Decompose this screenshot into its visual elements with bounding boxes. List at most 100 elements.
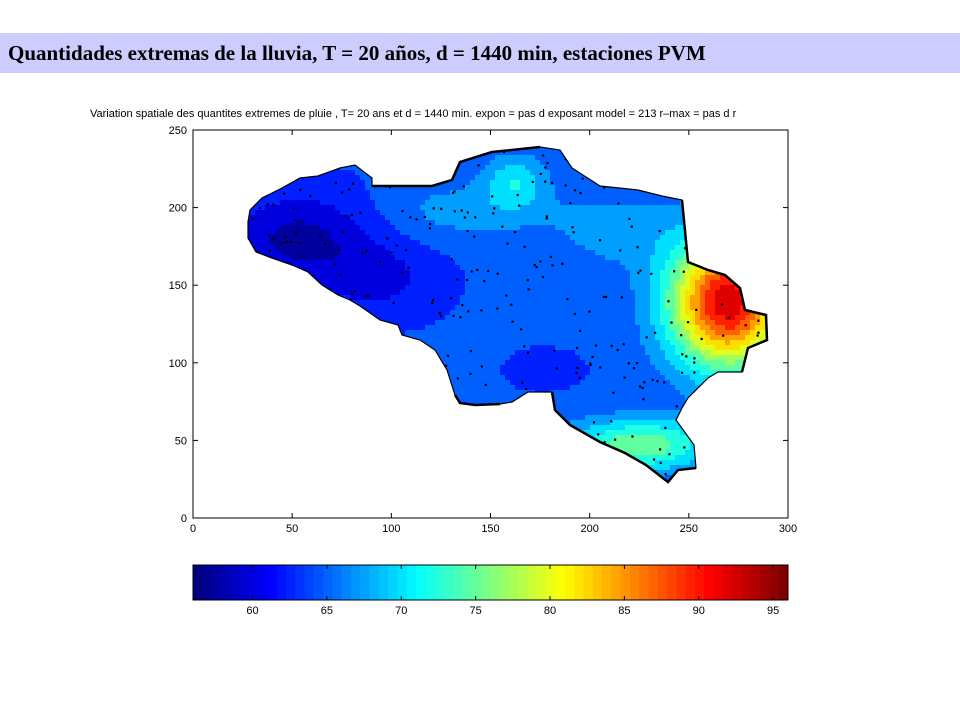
- contour-cell: [480, 305, 486, 311]
- contour-cell: [355, 190, 361, 196]
- contour-cell: [405, 285, 411, 291]
- contour-cell: [400, 265, 406, 271]
- contour-cell: [380, 240, 386, 246]
- contour-cell: [665, 235, 671, 241]
- contour-cell: [500, 185, 506, 191]
- contour-cell: [575, 275, 581, 281]
- contour-cell: [675, 340, 681, 346]
- contour-cell: [580, 305, 586, 311]
- contour-cell: [380, 295, 386, 301]
- contour-cell: [635, 265, 641, 271]
- contour-cell: [555, 345, 561, 351]
- contour-cell: [430, 255, 436, 261]
- contour-cell: [270, 250, 276, 256]
- contour-cell: [590, 325, 596, 331]
- contour-cell: [550, 270, 556, 276]
- contour-cell: [500, 300, 506, 306]
- contour-cell: [620, 285, 626, 291]
- contour-cell: [715, 360, 721, 366]
- contour-cell: [310, 270, 316, 276]
- contour-cell: [515, 160, 521, 166]
- contour-cell: [485, 350, 491, 356]
- contour-cell: [565, 160, 571, 166]
- contour-cell: [505, 210, 511, 216]
- contour-cell: [560, 230, 566, 236]
- contour-cell: [335, 180, 341, 186]
- contour-cell: [530, 355, 536, 361]
- contour-cell: [670, 345, 676, 351]
- contour-cell: [645, 195, 651, 201]
- contour-cell: [495, 240, 501, 246]
- contour-cell: [475, 265, 481, 271]
- contour-cell: [450, 310, 456, 316]
- contour-cell: [465, 190, 471, 196]
- contour-cell: [610, 220, 616, 226]
- contour-cell: [660, 220, 666, 226]
- contour-cell: [320, 205, 326, 211]
- contour-cell: [355, 245, 361, 251]
- contour-cell: [505, 170, 511, 176]
- contour-cell: [610, 205, 616, 211]
- contour-cell: [420, 240, 426, 246]
- contour-cell: [470, 300, 476, 306]
- contour-cell: [715, 290, 721, 296]
- contour-cell: [615, 295, 621, 301]
- contour-cell: [645, 335, 651, 341]
- contour-cell: [455, 355, 461, 361]
- contour-cell: [285, 245, 291, 251]
- contour-cell: [510, 290, 516, 296]
- contour-cell: [540, 265, 546, 271]
- contour-cell: [570, 295, 576, 301]
- contour-cell: [515, 190, 521, 196]
- contour-cell: [440, 315, 446, 321]
- contour-cell: [345, 230, 351, 236]
- contour-cell: [290, 195, 296, 201]
- contour-cell: [455, 335, 461, 341]
- contour-cell: [470, 170, 476, 176]
- contour-cell: [695, 360, 701, 366]
- contour-cell: [430, 335, 436, 341]
- contour-cell: [675, 270, 681, 276]
- contour-cell: [425, 255, 431, 261]
- contour-cell: [530, 165, 536, 171]
- contour-cell: [475, 290, 481, 296]
- contour-cell: [625, 235, 631, 241]
- contour-cell: [415, 255, 421, 261]
- contour-cell: [350, 195, 356, 201]
- contour-cell: [585, 315, 591, 321]
- contour-cell: [455, 360, 461, 366]
- contour-cell: [380, 270, 386, 276]
- contour-cell: [600, 215, 606, 221]
- contour-cell: [655, 355, 661, 361]
- contour-cell: [605, 230, 611, 236]
- contour-cell: [355, 265, 361, 271]
- contour-cell: [525, 305, 531, 311]
- contour-cell: [555, 315, 561, 321]
- contour-cell: [690, 285, 696, 291]
- contour-cell: [545, 340, 551, 346]
- contour-cell: [490, 165, 496, 171]
- contour-cell: [280, 240, 286, 246]
- contour-cell: [350, 220, 356, 226]
- contour-cell: [475, 320, 481, 326]
- contour-cell: [460, 185, 466, 191]
- contour-cell: [415, 200, 421, 206]
- contour-cell: [710, 280, 716, 286]
- contour-cell: [665, 265, 671, 271]
- contour-cell: [440, 225, 446, 231]
- contour-cell: [475, 185, 481, 191]
- contour-cell: [465, 340, 471, 346]
- contour-cell: [470, 345, 476, 351]
- contour-cell: [360, 210, 366, 216]
- contour-cell: [540, 305, 546, 311]
- contour-cell: [455, 305, 461, 311]
- contour-cell: [560, 235, 566, 241]
- contour-cell: [325, 250, 331, 256]
- contour-cell: [300, 210, 306, 216]
- contour-cell: [465, 180, 471, 186]
- contour-cell: [635, 200, 641, 206]
- contour-cell: [350, 275, 356, 281]
- contour-cell: [585, 370, 591, 376]
- contour-cell: [595, 320, 601, 326]
- contour-cell: [600, 300, 606, 306]
